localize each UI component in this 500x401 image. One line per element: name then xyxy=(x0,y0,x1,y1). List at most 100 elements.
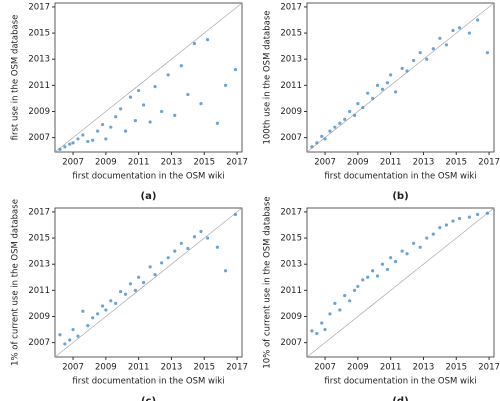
point xyxy=(444,43,449,47)
y-tick-label: 2017 xyxy=(280,2,302,12)
point xyxy=(375,274,380,278)
diagonal xyxy=(54,207,243,358)
x-axis-label: first documentation in the OSM wiki xyxy=(72,172,224,182)
y-tick-label: 2007 xyxy=(28,133,50,143)
point xyxy=(418,245,422,249)
point xyxy=(457,26,462,30)
point xyxy=(91,316,95,320)
point xyxy=(366,275,370,279)
point xyxy=(412,58,416,63)
point xyxy=(333,301,337,306)
point xyxy=(425,236,429,240)
point xyxy=(128,282,133,286)
point xyxy=(315,141,319,145)
point xyxy=(137,88,141,93)
point xyxy=(405,252,409,256)
plot-frame xyxy=(306,207,495,358)
point xyxy=(148,120,152,124)
point xyxy=(328,312,332,316)
point xyxy=(179,241,183,245)
y-tick-label: 2007 xyxy=(280,133,302,143)
x-tick-label: 2013 xyxy=(413,158,435,168)
point xyxy=(215,245,219,249)
point xyxy=(166,256,170,260)
point xyxy=(199,102,203,106)
point xyxy=(199,229,203,234)
point xyxy=(141,280,146,285)
point xyxy=(63,342,67,346)
point xyxy=(63,145,67,149)
point xyxy=(86,324,90,328)
point xyxy=(173,113,177,118)
point xyxy=(310,329,314,333)
point xyxy=(76,137,80,141)
point xyxy=(431,232,435,236)
point xyxy=(109,299,113,303)
point xyxy=(153,85,157,89)
y-tick-label: 2011 xyxy=(280,286,302,296)
x-tick-label: 2009 xyxy=(95,158,117,168)
point xyxy=(104,308,108,312)
point xyxy=(223,83,228,87)
point xyxy=(485,51,490,55)
point xyxy=(114,115,118,119)
point xyxy=(58,147,62,151)
point xyxy=(400,66,404,70)
point xyxy=(76,334,80,338)
point xyxy=(173,249,177,253)
point xyxy=(320,321,324,325)
point xyxy=(371,269,375,273)
y-tick-label: 2015 xyxy=(28,29,50,39)
x-tick-label: 2015 xyxy=(193,158,215,168)
x-tick-label: 2011 xyxy=(380,363,402,373)
point xyxy=(333,125,337,129)
y-tick-label: 2007 xyxy=(280,338,302,348)
point xyxy=(366,91,370,95)
x-tick-label: 2013 xyxy=(161,363,183,373)
point xyxy=(123,292,128,296)
point xyxy=(114,301,118,306)
x-tick-label: 2009 xyxy=(95,363,117,373)
point xyxy=(100,304,105,308)
point xyxy=(160,261,164,265)
y-tick-label: 2017 xyxy=(28,2,50,12)
panel-caption: (b) xyxy=(392,191,408,202)
point xyxy=(467,215,471,219)
point xyxy=(223,269,228,273)
point xyxy=(352,288,357,292)
point xyxy=(215,121,219,125)
x-tick-label: 2013 xyxy=(161,158,183,168)
x-axis-label: first documentation in the OSM wiki xyxy=(72,377,224,387)
x-tick-label: 2015 xyxy=(445,363,467,373)
point xyxy=(338,121,342,125)
x-tick-label: 2007 xyxy=(314,158,336,168)
y-axis-label: 1% of current use in the OSM database xyxy=(11,199,21,366)
x-tick-label: 2011 xyxy=(128,158,150,168)
y-tick-label: 2009 xyxy=(280,107,302,117)
point xyxy=(233,212,238,217)
plot-frame xyxy=(306,2,495,153)
y-tick-label: 2009 xyxy=(28,312,50,322)
point xyxy=(81,309,85,313)
point xyxy=(179,64,183,68)
y-tick-label: 2017 xyxy=(280,207,302,217)
point xyxy=(338,308,342,312)
point xyxy=(320,134,324,138)
x-axis-label: first documentation in the OSM wiki xyxy=(324,377,476,387)
x-tick-label: 2017 xyxy=(226,158,248,168)
x-axis-label: first documentation in the OSM wiki xyxy=(324,172,476,182)
panel-caption: (a) xyxy=(141,191,157,202)
point xyxy=(71,141,75,145)
point xyxy=(58,333,62,337)
point xyxy=(343,117,347,121)
point xyxy=(205,37,210,42)
y-axis-label: first use in the OSM database xyxy=(11,15,21,141)
y-tick-label: 2015 xyxy=(280,29,302,39)
x-tick-label: 2009 xyxy=(347,158,369,168)
point xyxy=(137,275,141,279)
point xyxy=(153,273,157,277)
y-tick-label: 2009 xyxy=(28,107,50,117)
x-tick-label: 2007 xyxy=(314,363,336,373)
point xyxy=(438,36,442,40)
plot-frame xyxy=(54,207,243,358)
